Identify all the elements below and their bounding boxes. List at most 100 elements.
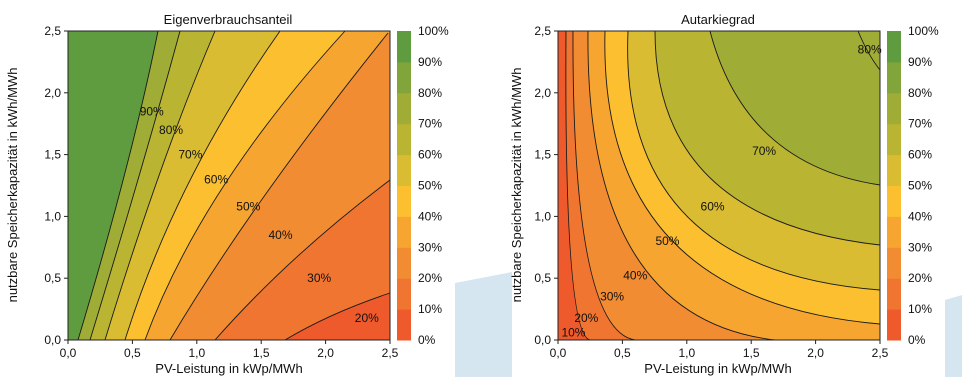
colorbar-segment — [397, 247, 411, 279]
colorbar-tick-label: 10% — [418, 302, 442, 316]
plot-area: 90% 80% 70%60% 50% 40% 30% 20% — [67, 30, 391, 341]
x-tick-label: 2,5 — [872, 346, 889, 360]
colorbar-segment — [397, 123, 411, 156]
contour-label: 30% — [600, 290, 624, 304]
chart-title: Autarkiegrad — [681, 12, 755, 27]
y-tick-label: 0,5 — [44, 271, 61, 285]
contour-30 — [214, 179, 391, 341]
colorbar-segment — [397, 216, 411, 248]
contour-label: 60% — [204, 172, 228, 186]
colorbar-segment — [397, 61, 411, 94]
colorbar-segment — [397, 154, 411, 186]
colorbar-tick-label: 60% — [418, 148, 442, 162]
contour-90 — [77, 30, 159, 341]
contour-30 — [587, 30, 776, 341]
contour-60 — [654, 30, 881, 246]
colorbar-tick-label: 80% — [908, 86, 932, 100]
colorbar: 0% 10% 20% 30% 40% 50% 60% 70% 80% 90% 100% — [397, 24, 449, 347]
contour-label: 40% — [623, 269, 647, 283]
colorbar-tick-label: 60% — [908, 148, 932, 162]
contour-label: 30% — [307, 271, 331, 285]
y-tick-label: 2,5 — [44, 24, 61, 38]
colorbar-tick-label: 70% — [908, 117, 932, 131]
x-tick-label: 1,0 — [188, 346, 205, 360]
band-10 — [558, 31, 590, 340]
contour-label: 10% — [561, 326, 585, 340]
contour-40 — [604, 30, 881, 325]
y-tick-label: 0,0 — [44, 333, 61, 347]
colorbar-segment — [887, 216, 901, 248]
y-tick-label: 1,5 — [44, 148, 61, 162]
colorbar-tick-label: 30% — [908, 240, 932, 254]
contour-labels: 90% 80% 70%60% 50% 40% 30% 20% — [140, 104, 379, 324]
colorbar-segment — [887, 309, 901, 341]
colorbar-tick-label: 100% — [908, 24, 939, 38]
x-axis-label: PV-Leistung in kWp/MWh — [155, 361, 302, 376]
y-tick-label: 1,5 — [534, 148, 551, 162]
y-tick-label: 0,5 — [534, 271, 551, 285]
contour-label: 50% — [236, 200, 260, 214]
chart-panel-autarkie: Autarkiegrad 80%70%60%50%40%30%20%10% 0,… — [509, 12, 939, 376]
colorbar-tick-label: 70% — [418, 117, 442, 131]
contour-40 — [169, 32, 389, 341]
band-30 — [558, 31, 775, 340]
colorbar-tick-label: 80% — [418, 86, 442, 100]
contour-label: 80% — [159, 123, 183, 137]
y-axis-label: nutzbare Speicherkapazität in kWh/MWh — [5, 68, 20, 303]
plot-frame — [67, 30, 391, 341]
x-tick-label: 0,0 — [60, 346, 77, 360]
colorbar-segment — [887, 61, 901, 94]
colorbar-tick-label: 10% — [908, 302, 932, 316]
y-axis-label: nutzbare Speicherkapazität in kWh/MWh — [509, 68, 524, 303]
x-tick-label: 2,0 — [317, 346, 334, 360]
colorbar-segment — [397, 92, 411, 125]
x-tick-label: 2,5 — [382, 346, 399, 360]
y-tick-label: 2,0 — [534, 86, 551, 100]
colorbar-segment — [887, 92, 901, 125]
contour-20 — [284, 292, 391, 341]
contour-labels: 80% 70% 60% 50% 40% 30%20%10% — [561, 43, 882, 340]
y-tick-label: 0,0 — [534, 333, 551, 347]
colorbar-tick-label: 100% — [418, 24, 449, 38]
x-axis: 0,0 0,5 1,0 1,5 2,0 2,5 — [550, 340, 889, 360]
x-tick-label: 0,0 — [550, 346, 567, 360]
band-100 — [68, 31, 158, 340]
colorbar-segment — [887, 154, 901, 186]
contour-60 — [124, 30, 281, 341]
contour-label: 60% — [701, 200, 725, 214]
x-tick-label: 0,5 — [124, 346, 141, 360]
colorbar-tick-label: 20% — [908, 271, 932, 285]
x-tick-label: 0,5 — [614, 346, 631, 360]
y-axis: 0,0 0,5 1,0 1,5 2,0 2,5 — [44, 24, 68, 347]
x-tick-label: 1,0 — [678, 346, 695, 360]
x-tick-label: 1,5 — [743, 346, 760, 360]
colorbar: 0% 10% 20% 30% 40% 50% 60% 70% 80% 90% 100% — [887, 24, 939, 347]
contour-70 — [104, 30, 216, 341]
contour-20 — [572, 30, 636, 341]
colorbar-segment — [397, 309, 411, 341]
y-tick-label: 1,0 — [534, 209, 551, 223]
colorbar-tick-label: 0% — [418, 333, 436, 347]
colorbar-tick-label: 0% — [908, 333, 926, 347]
colorbar-tick-label: 50% — [908, 179, 932, 193]
chart-panel-eigenverbrauch: Eigenverbrauchsanteil 90%80%70%60%50%40%… — [5, 12, 449, 376]
plot-frame — [557, 30, 881, 341]
y-tick-label: 2,5 — [534, 24, 551, 38]
contour-label: 50% — [655, 234, 679, 248]
colorbar-tick-label: 50% — [418, 179, 442, 193]
colorbar-segment — [887, 247, 901, 279]
x-axis-label: PV-Leistung in kWp/MWh — [644, 361, 791, 376]
y-tick-label: 2,0 — [44, 86, 61, 100]
contour-50 — [144, 30, 346, 341]
colorbar-tick-label: 30% — [418, 240, 442, 254]
contour-50 — [627, 30, 881, 291]
colorbar-segment — [887, 278, 901, 310]
decor-shape-right — [945, 295, 962, 377]
contour-label: 90% — [140, 104, 164, 118]
contour-label: 70% — [752, 144, 776, 158]
colorbar-segment — [397, 185, 411, 217]
contour-label: 80% — [858, 43, 882, 57]
contour-label: 20% — [574, 311, 598, 325]
contour-70 — [709, 30, 881, 186]
